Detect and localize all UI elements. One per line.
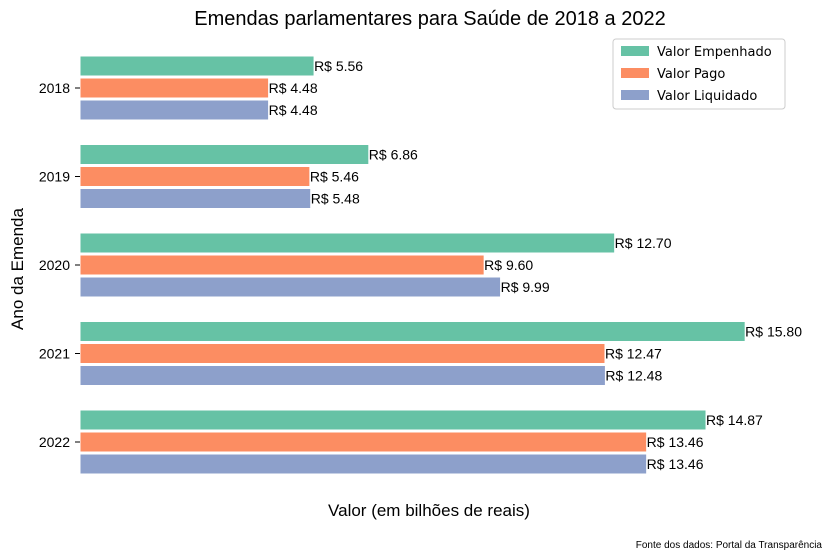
bar-data-label: R$ 13.46 xyxy=(647,434,704,450)
bar xyxy=(79,166,311,187)
legend-label: Valor Empenhado xyxy=(657,45,772,60)
bar xyxy=(79,409,707,431)
y-tick-label: 2022 xyxy=(39,434,70,450)
bar xyxy=(79,55,315,77)
bar-data-label: R$ 12.70 xyxy=(615,235,672,251)
bar-data-label: R$ 6.86 xyxy=(369,147,418,163)
y-tick-labels: 2018 2019 2020 2021 2022 xyxy=(39,80,80,450)
bar xyxy=(79,144,370,165)
chart-title: Emendas parlamentares para Saúde de 2018… xyxy=(194,8,665,30)
bar-data-label: R$ 5.48 xyxy=(311,191,360,207)
bar xyxy=(79,188,312,209)
bar xyxy=(79,343,606,364)
bar-data-label: R$ 5.56 xyxy=(314,58,363,74)
bar xyxy=(79,254,485,276)
bar xyxy=(79,99,270,121)
y-axis-label: Ano da Emenda xyxy=(8,207,27,329)
data-labels: R$ 5.56 R$ 4.48 R$ 4.48 R$ 6.86 R$ 5.46 R$ 5.… xyxy=(269,58,803,472)
bar-data-label: R$ 14.87 xyxy=(706,412,763,428)
legend: Valor Empenhado Valor Pago Valor Liquidado xyxy=(612,38,786,110)
bar-data-label: R$ 5.46 xyxy=(310,169,359,185)
y-tick-label: 2019 xyxy=(39,169,70,185)
bar-data-label: R$ 4.48 xyxy=(269,102,318,118)
legend-swatch xyxy=(621,46,649,56)
legend-label: Valor Pago xyxy=(657,67,725,82)
y-tick-label: 2020 xyxy=(39,257,70,273)
plot-area xyxy=(79,55,746,475)
bar xyxy=(79,276,502,298)
bar xyxy=(79,365,606,386)
bar-data-label: R$ 12.47 xyxy=(605,346,662,362)
bar-data-label: R$ 15.80 xyxy=(745,324,802,340)
legend-label: Valor Liquidado xyxy=(657,89,757,104)
source-note: Fonte dos dados: Portal da Transparência xyxy=(636,540,823,551)
bar-data-label: R$ 12.48 xyxy=(605,368,662,384)
legend-frame xyxy=(612,38,786,110)
y-tick-label: 2018 xyxy=(39,80,70,96)
bar xyxy=(79,453,648,475)
bar-data-label: R$ 9.60 xyxy=(484,257,533,273)
bar xyxy=(79,431,648,453)
bar-data-label: R$ 13.46 xyxy=(647,456,704,472)
legend-swatch xyxy=(621,90,649,100)
bar xyxy=(79,321,746,342)
x-axis-label: Valor (em bilhões de reais) xyxy=(328,501,530,520)
legend-swatch xyxy=(621,68,649,78)
bar xyxy=(79,232,616,254)
bar xyxy=(79,77,270,99)
bar-data-label: R$ 4.48 xyxy=(269,80,318,96)
y-tick-label: 2021 xyxy=(39,346,70,362)
bar-data-label: R$ 9.99 xyxy=(501,279,550,295)
